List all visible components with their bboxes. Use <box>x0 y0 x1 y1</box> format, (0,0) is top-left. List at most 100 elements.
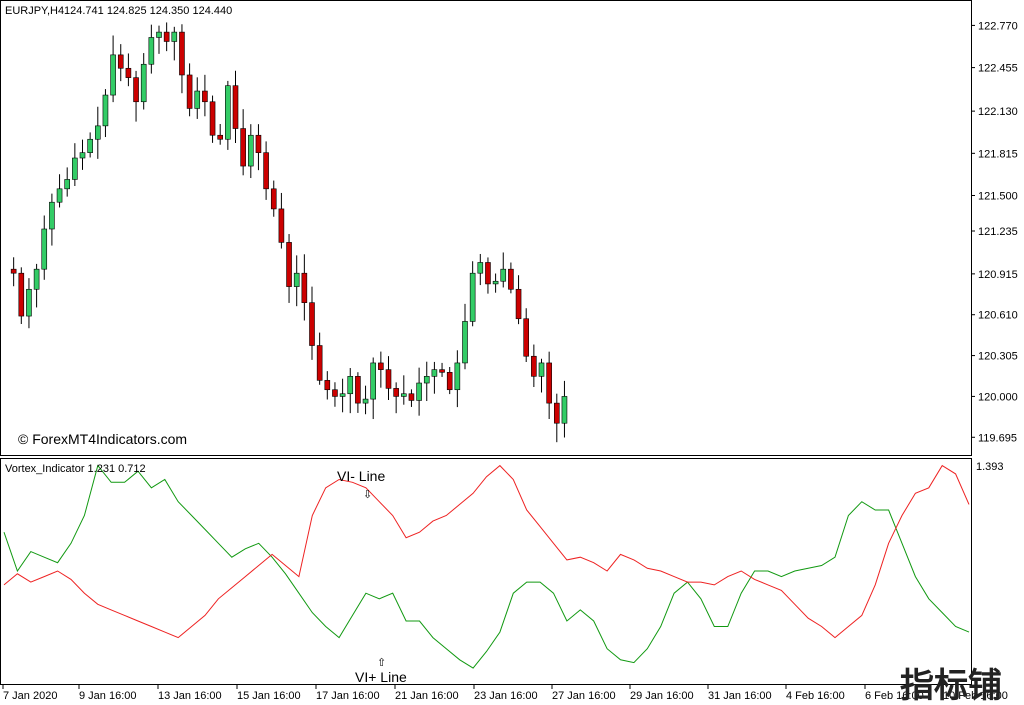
bull-candle <box>293 272 300 287</box>
bear-candle <box>309 302 315 346</box>
bull-candle <box>423 376 430 384</box>
bear-candle <box>232 85 239 129</box>
bear-candle <box>446 372 453 391</box>
bear-candle <box>209 101 216 136</box>
bear-candle <box>270 188 277 210</box>
bull-candle <box>102 94 109 127</box>
price-tick-label: 122.770 <box>978 20 1018 32</box>
bull-candle <box>477 262 484 274</box>
vi-plus-annotation: VI+ Line <box>355 669 407 685</box>
bull-candle <box>454 362 461 391</box>
bear-candle <box>117 54 124 69</box>
bear-candle <box>553 402 560 424</box>
bull-candle <box>194 90 201 109</box>
corner-logo-text: 指标铺 <box>900 666 1002 705</box>
price-tick-label: 119.695 <box>978 432 1017 444</box>
bear-candle <box>10 268 17 274</box>
bull-candle <box>79 152 86 159</box>
bull-candle <box>462 321 468 364</box>
bull-candle <box>64 179 70 190</box>
time-tick-label: 7 Jan 2020 <box>3 690 57 702</box>
time-tick-label: 13 Jan 16:00 <box>158 690 222 702</box>
time-tick-label: 6 Feb 16:00 <box>865 690 924 702</box>
bear-candle <box>202 90 208 103</box>
time-tick-label: 21 Jan 16:00 <box>395 690 459 702</box>
bull-candle <box>140 63 147 103</box>
bear-candle <box>385 369 392 389</box>
arrow-up-icon: ⇧ <box>377 657 386 669</box>
bear-candle <box>278 208 285 243</box>
bull-candle <box>400 393 407 397</box>
price-tick-label: 120.915 <box>978 269 1018 281</box>
vortex-lines <box>3 464 970 669</box>
price-tick-label: 121.815 <box>978 148 1018 160</box>
price-panel-frame <box>0 0 972 456</box>
indicator-max-tick: 1.393 <box>976 461 1004 473</box>
bear-candle <box>515 288 522 320</box>
bear-candle <box>186 74 193 109</box>
bear-candle <box>485 262 491 285</box>
vi-plus-line <box>3 464 970 669</box>
bull-candle <box>148 37 155 65</box>
bull-candle <box>95 125 101 140</box>
bear-candle <box>508 268 514 290</box>
bull-candle <box>72 157 78 180</box>
time-tick-label: 9 Jan 16:00 <box>79 690 137 702</box>
bull-candle <box>87 138 93 153</box>
bear-candle <box>301 272 308 303</box>
bear-candle <box>523 318 530 357</box>
price-tick-label: 122.455 <box>978 63 1018 75</box>
bull-candle <box>469 272 476 322</box>
bear-candle <box>324 380 331 391</box>
bear-candle <box>393 388 399 397</box>
ohlc-readout: 124.741 124.825 124.350 124.440 <box>64 5 232 17</box>
bear-candle <box>255 134 262 153</box>
bear-candle <box>316 345 323 381</box>
bull-candle <box>171 31 178 42</box>
bear-candle <box>408 393 415 401</box>
bear-candle <box>240 128 246 167</box>
bull-candle <box>41 228 48 270</box>
price-axis: 122.770 122.455 122.130 121.815 121.500 121.2… <box>971 20 1018 444</box>
vi-minus-line <box>3 464 970 639</box>
bull-candle <box>431 369 438 377</box>
time-tick-label: 17 Jan 16:00 <box>316 690 380 702</box>
price-tick-label: 121.235 <box>978 226 1018 238</box>
bull-candle <box>225 85 231 140</box>
indicator-title: Vortex_Indicator 1.231 0.712 <box>5 463 146 475</box>
bull-candle <box>49 201 55 230</box>
bull-candle <box>500 268 507 282</box>
symbol-label: EURJPY,H4 <box>5 5 64 17</box>
time-tick-label: 29 Jan 16:00 <box>630 690 694 702</box>
arrow-down-icon: ⇩ <box>363 489 372 501</box>
bear-candle <box>263 152 269 190</box>
bear-candle <box>439 369 445 373</box>
bull-candle <box>561 396 568 424</box>
time-tick-label: 15 Jan 16:00 <box>237 690 301 702</box>
time-tick-label: 27 Jan 16:00 <box>552 690 616 702</box>
bull-candle <box>156 31 162 38</box>
watermark-text: © ForexMT4Indicators.com <box>18 431 187 447</box>
bull-candle <box>370 362 377 400</box>
bull-candle <box>362 398 369 404</box>
candle-series <box>10 22 568 443</box>
bear-candle <box>286 242 292 287</box>
bull-candle <box>492 280 499 285</box>
bull-candle <box>110 54 116 96</box>
vi-minus-annotation: VI- Line <box>337 468 385 484</box>
bear-candle <box>217 134 223 140</box>
bull-candle <box>347 376 354 395</box>
bull-candle <box>33 268 40 290</box>
time-tick-label: 23 Jan 16:00 <box>474 690 538 702</box>
price-tick-label: 122.130 <box>978 106 1018 118</box>
time-axis: 7 Jan 2020 9 Jan 16:00 13 Jan 16:00 15 Jan … <box>2 685 1008 702</box>
price-tick-label: 120.000 <box>978 391 1018 403</box>
indicator-panel-frame <box>0 458 972 685</box>
bull-candle <box>538 362 545 377</box>
time-tick-label: 31 Jan 16:00 <box>708 690 772 702</box>
bear-candle <box>355 376 361 404</box>
time-tick-label: 10 Feb 16:00 <box>943 690 1008 702</box>
bull-candle <box>26 288 32 317</box>
bear-candle <box>546 362 552 404</box>
